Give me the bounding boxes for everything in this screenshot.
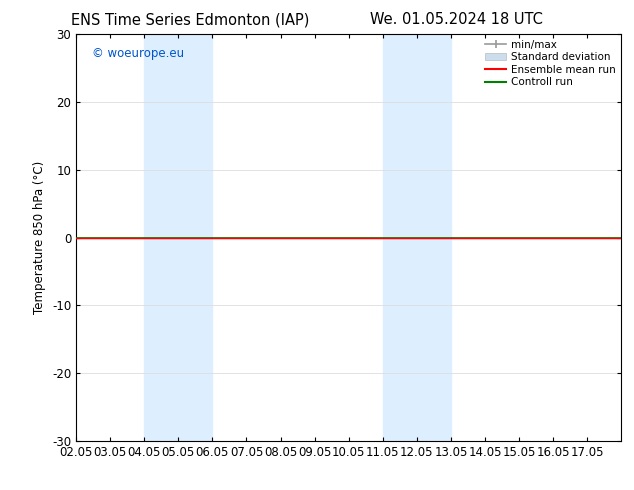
Y-axis label: Temperature 850 hPa (°C): Temperature 850 hPa (°C) [34,161,46,314]
Bar [144,34,212,441]
Text: © woeurope.eu: © woeurope.eu [93,47,184,59]
Bar [383,34,451,441]
Text: We. 01.05.2024 18 UTC: We. 01.05.2024 18 UTC [370,12,543,27]
Legend: min/max, Standard deviation, Ensemble mean run, Controll run: min/max, Standard deviation, Ensemble me… [483,37,618,89]
Text: ENS Time Series Edmonton (IAP): ENS Time Series Edmonton (IAP) [71,12,309,27]
